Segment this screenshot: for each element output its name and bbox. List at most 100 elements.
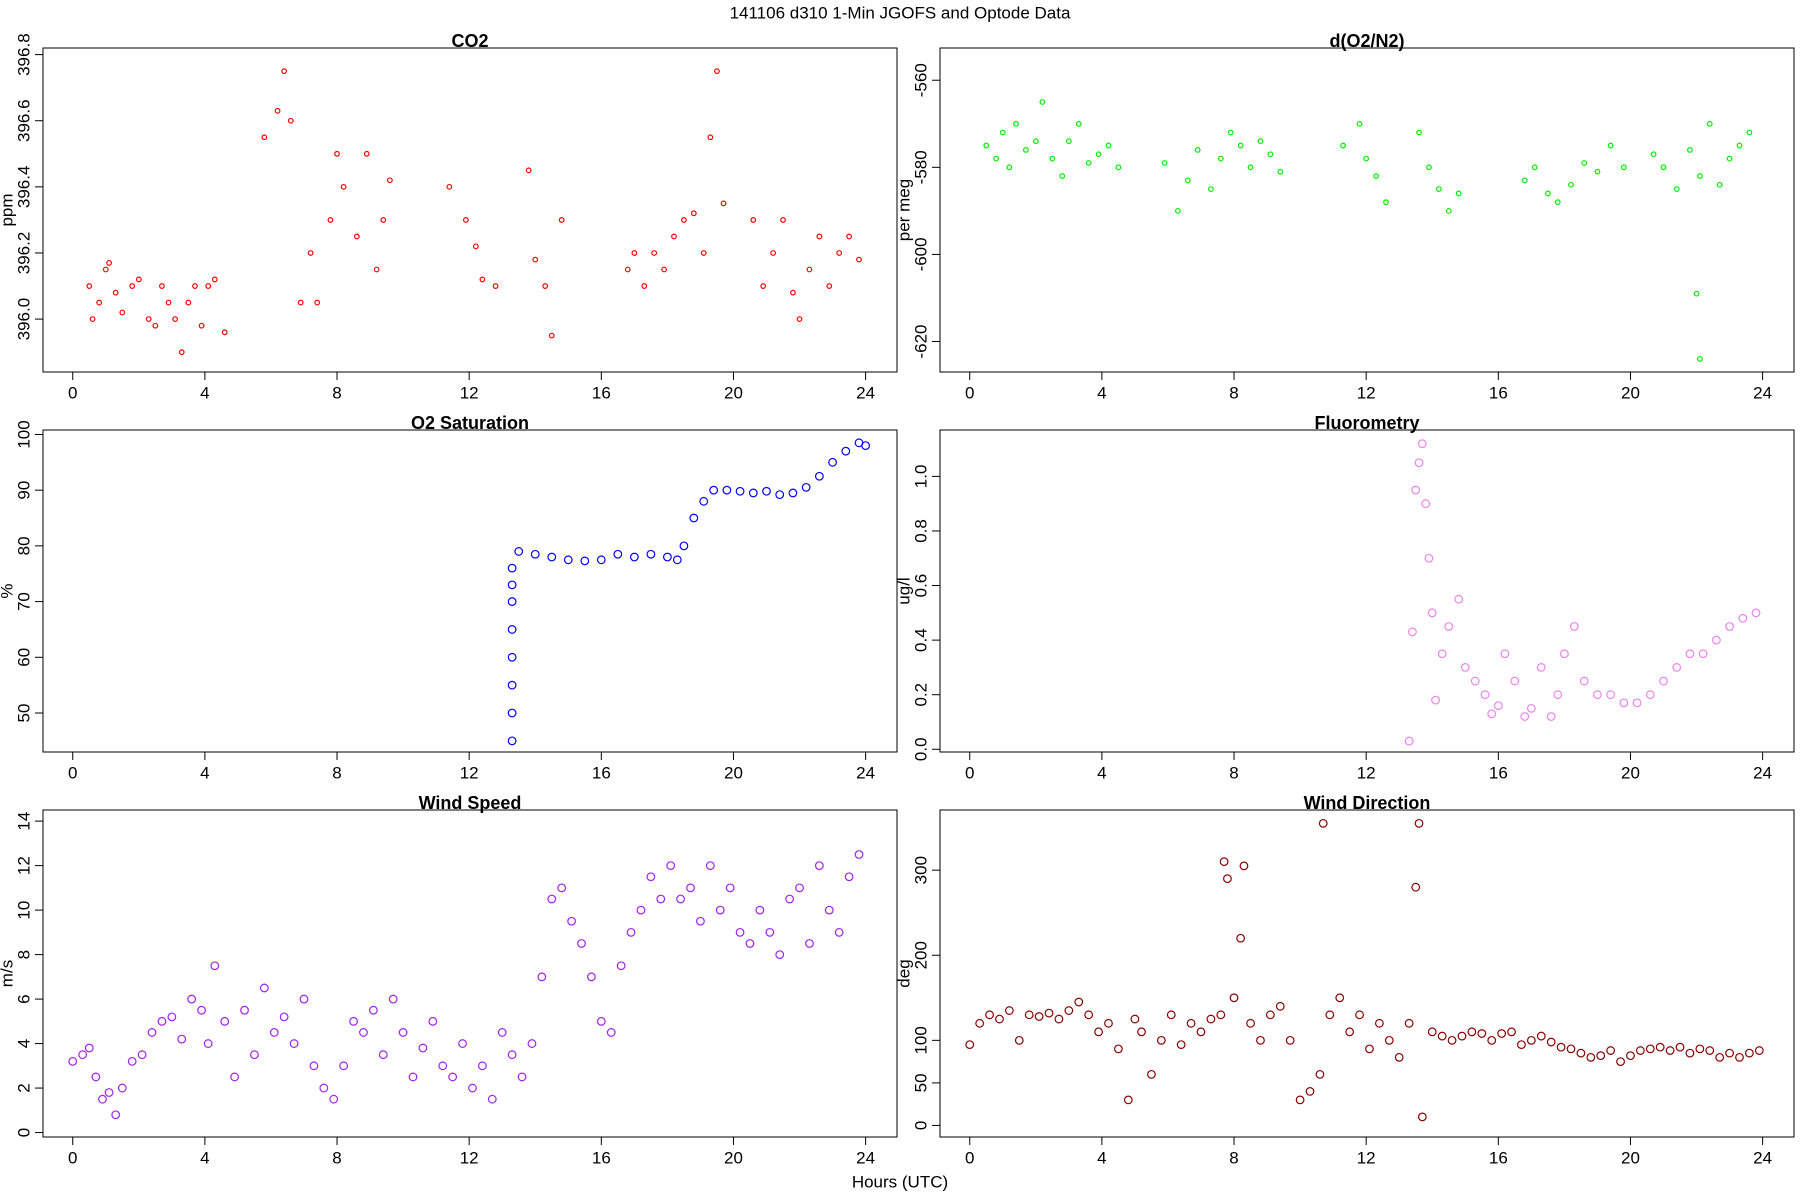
- data-point: [297, 299, 304, 306]
- data-point: [368, 1005, 378, 1015]
- data-point: [468, 1083, 477, 1093]
- data-point: [1340, 142, 1346, 149]
- data-point: [349, 1016, 358, 1026]
- data-point: [119, 309, 126, 316]
- data-point: [340, 183, 347, 190]
- data-point: [1435, 186, 1442, 192]
- data-point: [1460, 663, 1470, 672]
- data-point: [507, 563, 517, 573]
- data-point: [824, 905, 834, 915]
- data-point: [854, 850, 864, 859]
- data-point: [1569, 622, 1579, 631]
- x-tick-label: 12: [1357, 763, 1376, 782]
- data-point: [1447, 1035, 1457, 1045]
- data-point: [205, 283, 212, 289]
- data-point: [1566, 1044, 1576, 1054]
- data-point: [1265, 1010, 1275, 1020]
- data-point: [1024, 1010, 1034, 1020]
- data-point: [748, 488, 758, 498]
- data-point: [339, 1061, 349, 1071]
- data-point: [715, 905, 725, 915]
- data-point: [68, 1056, 78, 1066]
- data-point: [438, 1061, 448, 1071]
- data-point: [785, 894, 795, 904]
- data-point: [177, 1034, 187, 1044]
- data-point: [1147, 1069, 1156, 1079]
- data-point: [805, 939, 814, 948]
- data-point: [1706, 120, 1713, 127]
- data-point: [563, 555, 573, 565]
- x-tick-label: 4: [1097, 763, 1106, 782]
- data-point: [329, 1094, 339, 1104]
- data-point: [1650, 151, 1657, 158]
- data-point: [1531, 164, 1538, 171]
- data-point: [1227, 129, 1234, 136]
- x-tick-label: 16: [592, 383, 611, 402]
- data-point: [1318, 818, 1328, 828]
- y-tick-label: 396.2: [14, 232, 33, 275]
- y-tick-label: 100: [14, 420, 33, 448]
- data-point: [198, 322, 205, 329]
- x-axis-label: Hours (UTC): [852, 1172, 948, 1191]
- data-point: [1745, 1048, 1754, 1058]
- data-point: [1626, 1051, 1635, 1061]
- data-point: [1437, 1031, 1447, 1041]
- panel-title: CO2: [451, 31, 488, 51]
- data-point: [606, 1028, 616, 1037]
- data-point: [1105, 142, 1112, 149]
- data-point: [1655, 1042, 1665, 1052]
- data-point: [613, 549, 623, 559]
- data-point: [1174, 207, 1181, 214]
- data-point: [1208, 186, 1214, 192]
- data-point: [458, 1039, 467, 1048]
- data-point: [1696, 356, 1703, 362]
- data-point: [1521, 177, 1528, 184]
- data-point: [1507, 1027, 1516, 1037]
- plot-frame: [42, 809, 898, 1138]
- data-point: [1751, 608, 1761, 618]
- data-point: [111, 1110, 121, 1120]
- panel-title: Fluorometry: [1314, 413, 1419, 433]
- data-point: [446, 183, 453, 190]
- data-point: [1705, 1046, 1715, 1055]
- data-point: [517, 1072, 527, 1082]
- x-tick-label: 0: [68, 763, 77, 782]
- data-point: [1536, 663, 1546, 672]
- data-point: [1586, 1052, 1596, 1062]
- y-tick-label: 10: [14, 901, 33, 920]
- data-point: [1184, 177, 1191, 184]
- plot-frame: [939, 47, 1795, 373]
- x-tick-label: 0: [965, 383, 974, 402]
- data-point: [587, 972, 596, 982]
- y-tick-label: 396.6: [14, 99, 33, 142]
- data-point: [220, 1016, 230, 1026]
- data-point: [1085, 160, 1092, 166]
- data-point: [1431, 695, 1440, 705]
- data-point: [314, 299, 321, 306]
- data-point: [398, 1028, 408, 1037]
- x-tick-label: 20: [1621, 763, 1640, 782]
- data-point: [279, 1012, 289, 1022]
- data-point: [577, 939, 586, 948]
- y-axis-label: deg: [894, 959, 913, 987]
- data-point: [1645, 1044, 1655, 1054]
- data-point: [1510, 676, 1520, 686]
- data-point: [775, 950, 785, 959]
- plot-frame: [939, 429, 1795, 753]
- y-tick-label: 60: [14, 648, 33, 667]
- data-point: [203, 1039, 213, 1048]
- data-point: [507, 708, 517, 718]
- data-point: [230, 1072, 240, 1082]
- data-point: [353, 233, 360, 240]
- data-point: [1013, 120, 1019, 127]
- data-point: [795, 883, 804, 893]
- data-point: [1408, 627, 1417, 637]
- data-point: [178, 349, 185, 356]
- data-point: [1695, 1044, 1705, 1054]
- plot-frame: [939, 809, 1795, 1138]
- data-point: [636, 905, 646, 915]
- data-point: [167, 1012, 177, 1022]
- data-point: [1161, 160, 1168, 166]
- data-point: [1237, 142, 1244, 149]
- data-point: [1374, 1018, 1384, 1028]
